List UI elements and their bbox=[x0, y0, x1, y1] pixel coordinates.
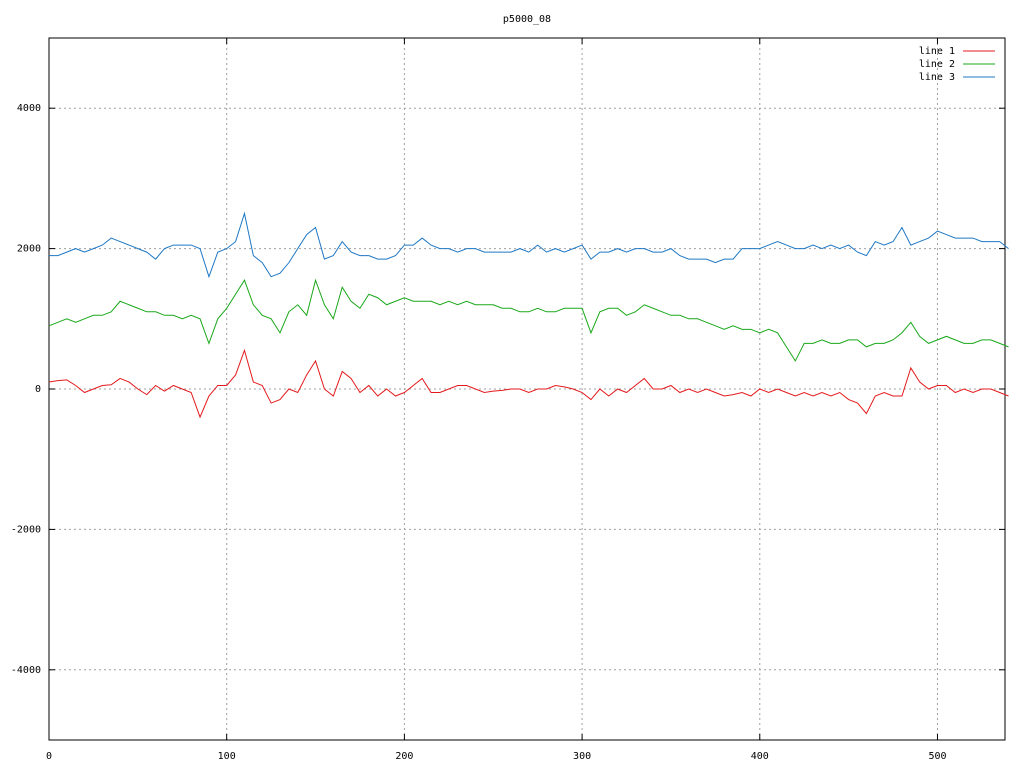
y-tick-label: 2000 bbox=[17, 244, 41, 255]
legend-label: line 3 bbox=[919, 72, 955, 83]
y-tick-label: 0 bbox=[35, 384, 41, 395]
x-tick-label: 500 bbox=[928, 751, 946, 762]
x-tick-label: 0 bbox=[46, 751, 52, 762]
y-tick-label: -4000 bbox=[11, 665, 41, 676]
x-tick-label: 400 bbox=[751, 751, 769, 762]
data-line bbox=[48, 278, 1009, 362]
plot-frame bbox=[48, 37, 1006, 741]
legend-label: line 2 bbox=[919, 59, 955, 70]
x-tick-label: 200 bbox=[395, 751, 413, 762]
chart-title: p5000_08 bbox=[503, 14, 551, 25]
y-tick-label: 4000 bbox=[17, 103, 41, 114]
data-line bbox=[49, 211, 1009, 279]
x-tick-label: 100 bbox=[218, 751, 236, 762]
x-tick-label: 300 bbox=[573, 751, 591, 762]
y-tick-label: -2000 bbox=[11, 524, 41, 535]
data-line bbox=[48, 348, 1009, 419]
legend-label: line 1 bbox=[919, 46, 955, 57]
